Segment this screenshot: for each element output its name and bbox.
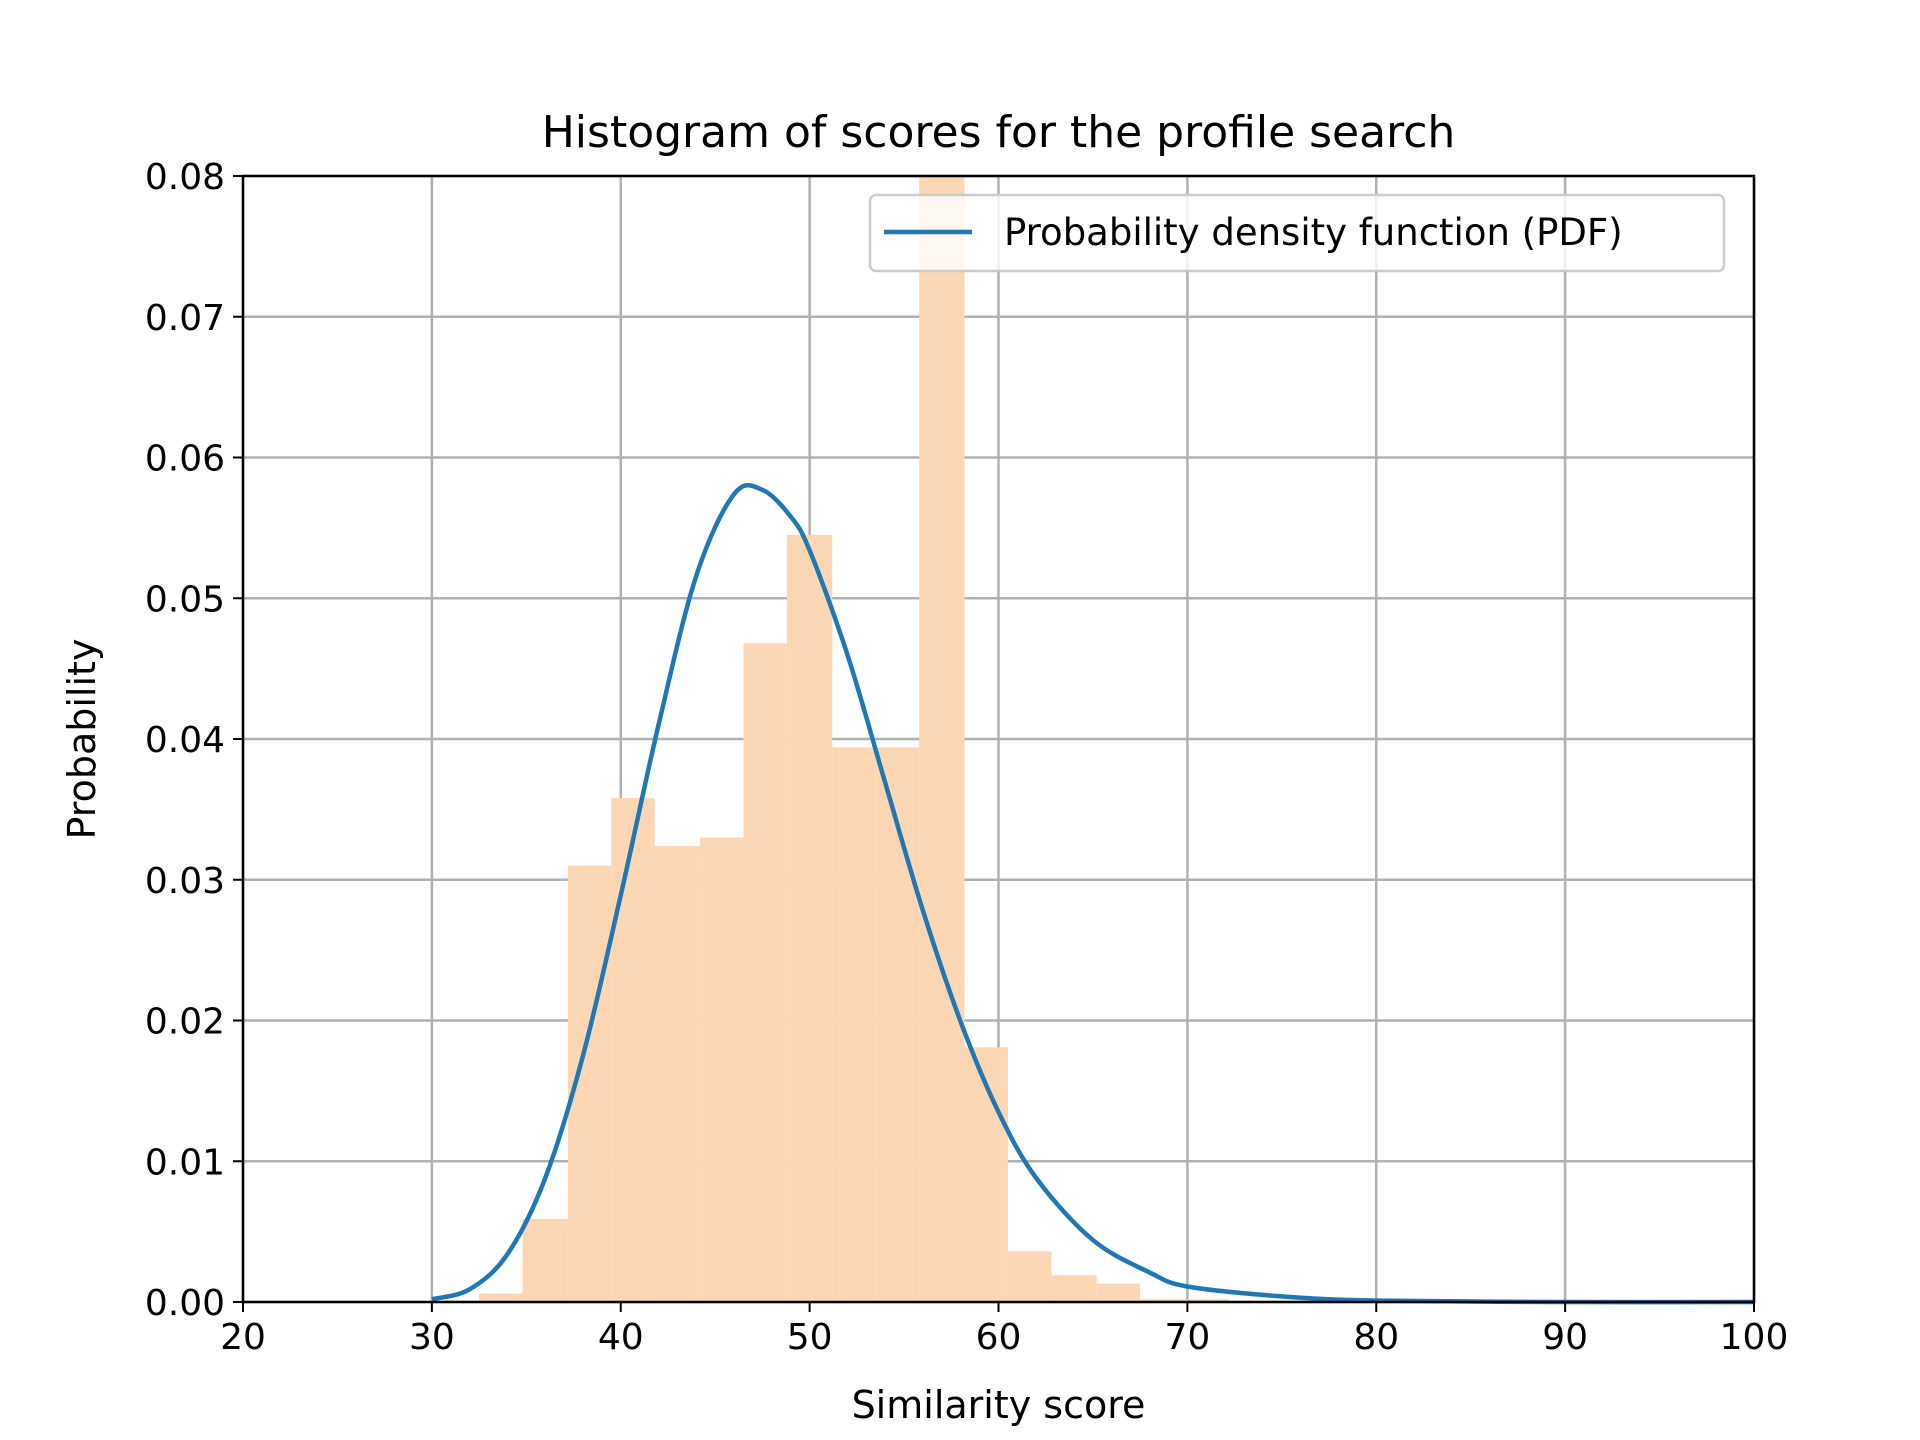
x-tick-label: 40: [598, 1317, 644, 1358]
histogram-bar: [1096, 1283, 1141, 1302]
legend-box: [868, 193, 1726, 273]
histogram-bar: [522, 1218, 568, 1302]
histogram-bars: [479, 176, 1229, 1302]
histogram-bar: [786, 534, 833, 1302]
legend: Probability density function (PDF): [868, 193, 1726, 273]
y-tick-label: 0.04: [145, 720, 225, 761]
histogram-bar: [479, 1293, 523, 1302]
histogram-bar: [1140, 1299, 1229, 1302]
x-tick-label: 70: [1164, 1317, 1210, 1358]
y-tick-label: 0.02: [145, 1002, 225, 1043]
histogram-bar: [1051, 1275, 1097, 1302]
pdf-series-line: [431, 482, 1755, 1305]
legend-label: Probability density function (PDF): [1004, 211, 1623, 254]
y-tick-label: 0.08: [145, 157, 225, 198]
x-tick-label: 60: [976, 1317, 1022, 1358]
x-tick-label: 20: [220, 1317, 266, 1358]
histogram-bar: [611, 798, 655, 1302]
x-tick-label: 100: [1720, 1317, 1789, 1358]
chart-title: Histogram of scores for the profile sear…: [542, 107, 1456, 158]
y-tick-label: 0.03: [145, 861, 225, 902]
histogram-bar: [654, 845, 701, 1302]
axis-ticks: 20 30 40 50 60 70 80 90 100 0.00 0.01 0.02 0.03 0.04 0…: [145, 157, 1789, 1358]
histogram-bar: [1007, 1251, 1052, 1302]
x-tick-label: 80: [1353, 1317, 1399, 1358]
y-tick-label: 0.00: [145, 1283, 225, 1324]
histogram-bar: [832, 747, 876, 1302]
y-tick-label: 0.06: [145, 439, 225, 480]
x-axis-label: Similarity score: [852, 1383, 1146, 1427]
histogram-bar: [743, 643, 787, 1302]
histogram-bar: [700, 837, 744, 1302]
x-tick-label: 50: [787, 1317, 833, 1358]
y-tick-label: 0.05: [145, 579, 225, 620]
x-tick-label: 90: [1542, 1317, 1588, 1358]
y-axis-label: Probability: [60, 639, 104, 840]
x-tick-label: 30: [409, 1317, 455, 1358]
histogram-bar: [875, 747, 920, 1302]
pdf-line-layer: [431, 482, 1755, 1305]
histogram-bar: [919, 176, 965, 1302]
y-tick-label: 0.07: [145, 298, 225, 339]
y-tick-label: 0.01: [145, 1142, 225, 1183]
